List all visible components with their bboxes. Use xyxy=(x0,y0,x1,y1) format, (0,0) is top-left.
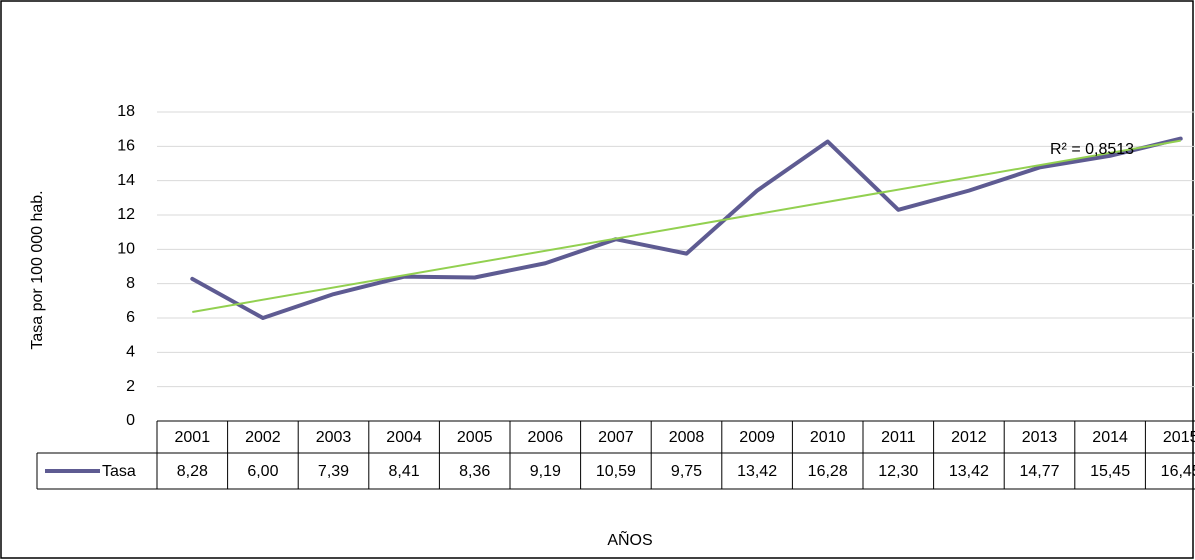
trendline xyxy=(192,139,1181,313)
data-table-value: 14,77 xyxy=(1019,463,1059,480)
data-table-value: 9,75 xyxy=(671,463,702,480)
x-tick-label: 2001 xyxy=(175,429,211,446)
data-table-value: 7,39 xyxy=(318,463,349,480)
x-tick-label: 2015 xyxy=(1163,429,1195,446)
y-tick-label: 10 xyxy=(117,241,135,258)
data-table-value: 16,28 xyxy=(808,463,848,480)
x-tick-label: 2004 xyxy=(386,429,422,446)
x-tick-label: 2014 xyxy=(1092,429,1128,446)
x-tick-label: 2005 xyxy=(457,429,493,446)
y-tick-label: 8 xyxy=(126,275,135,292)
data-table-value: 12,30 xyxy=(878,463,918,480)
y-axis-title: Tasa por 100 000 hab. xyxy=(29,190,46,349)
data-table-value: 8,28 xyxy=(177,463,208,480)
x-tick-label: 2002 xyxy=(245,429,281,446)
y-tick-label: 18 xyxy=(117,103,135,120)
series-line xyxy=(190,136,1183,320)
y-tick-label: 6 xyxy=(126,309,135,326)
data-table-value: 10,59 xyxy=(596,463,636,480)
x-tick-label: 2012 xyxy=(951,429,987,446)
x-tick-label: 2013 xyxy=(1022,429,1058,446)
y-tick-label: 12 xyxy=(117,206,135,223)
y-tick-label: 2 xyxy=(126,378,135,395)
x-tick-label: 2011 xyxy=(881,429,916,446)
y-tick-label: 0 xyxy=(126,412,135,429)
x-tick-label: 2008 xyxy=(669,429,705,446)
trendline-label: R² = 0,8513 xyxy=(1050,141,1134,158)
x-tick-label: 2003 xyxy=(316,429,352,446)
x-tick-label: 2010 xyxy=(810,429,846,446)
data-table-value: 9,19 xyxy=(530,463,561,480)
data-table-value: 13,42 xyxy=(737,463,777,480)
legend-label: Tasa xyxy=(102,463,136,480)
x-tick-label: 2007 xyxy=(598,429,634,446)
data-table-value: 15,45 xyxy=(1090,463,1130,480)
y-tick-label: 14 xyxy=(117,172,135,189)
data-table-value: 8,41 xyxy=(389,463,420,480)
x-axis-title: AÑOS xyxy=(607,529,652,549)
data-table-value: 13,42 xyxy=(949,463,989,480)
x-tick-label: 2009 xyxy=(739,429,775,446)
data-table-value: 8,36 xyxy=(459,463,490,480)
data-table-value: 6,00 xyxy=(247,463,278,480)
y-tick-label: 4 xyxy=(126,344,135,361)
x-tick-label: 2006 xyxy=(528,429,564,446)
data-table-value: 16,45 xyxy=(1161,463,1195,480)
y-tick-label: 16 xyxy=(117,138,135,155)
